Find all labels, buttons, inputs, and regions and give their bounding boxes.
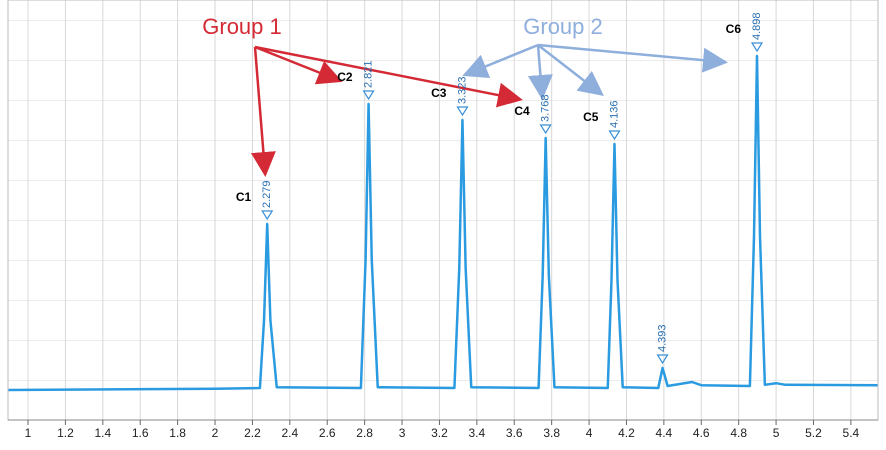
x-tick-label: 2.4 [281, 426, 298, 440]
peak-marker [261, 210, 274, 221]
arrow [250, 46, 276, 177]
peak-name: C1 [236, 190, 252, 204]
peak-marker [456, 106, 469, 117]
x-tick-label: 5 [773, 426, 780, 440]
group-2-label: Group 2 [523, 14, 603, 39]
annotations: Group 1 Group 2 [202, 14, 728, 177]
x-tick-label: 2 [212, 426, 219, 440]
retention-time: 3.323 [456, 76, 468, 104]
peak-name: C6 [726, 22, 742, 36]
retention-time: 2.821 [362, 60, 374, 88]
peak-marker [539, 124, 552, 135]
arrow [462, 43, 539, 79]
x-tick-label: 3.6 [506, 426, 523, 440]
plot-background [8, 0, 878, 420]
peak-name: C2 [337, 70, 353, 84]
peak-name: C5 [583, 110, 599, 124]
x-tick-label: 1.8 [169, 426, 186, 440]
x-tick-label: 3.2 [431, 426, 448, 440]
peak-marker [608, 130, 621, 141]
chromatogram-trace [7, 54, 879, 392]
arrow [537, 44, 604, 97]
trace-layer [7, 54, 879, 392]
retention-time: 4.898 [751, 12, 763, 40]
group-2-arrows [462, 43, 728, 100]
peak-name: C3 [431, 86, 447, 100]
arrow [254, 45, 343, 85]
x-tick-label: 1 [25, 426, 32, 440]
x-tick-label: 3 [399, 426, 406, 440]
x-tick-label: 4 [586, 426, 593, 440]
arrow [537, 43, 728, 73]
group-1-label: Group 1 [202, 14, 282, 39]
x-tick-label: 5.2 [805, 426, 822, 440]
grid [27, 0, 852, 420]
retention-time: 3.768 [540, 94, 552, 122]
x-tick-label: 3.8 [543, 426, 560, 440]
retention-time: 4.393 [656, 324, 668, 352]
x-tick-label: 4.6 [693, 426, 710, 440]
peak-marker [362, 90, 375, 101]
x-tick-label: 3.4 [469, 426, 486, 440]
x-tick-label: 2.8 [356, 426, 373, 440]
peak-marker [750, 42, 764, 53]
retention-time: 4.136 [608, 100, 620, 128]
x-tick-label: 1.4 [94, 426, 111, 440]
x-tick-label: 5.4 [843, 426, 860, 440]
arrow [527, 44, 553, 100]
x-tick-label: 4.8 [730, 426, 747, 440]
peak-name: C4 [514, 104, 530, 118]
retention-time: 2.279 [261, 180, 273, 208]
arrow [254, 45, 523, 108]
x-tick-label: 1.6 [132, 426, 149, 440]
x-tick-label: 4.2 [618, 426, 635, 440]
x-tick-label: 1.2 [57, 426, 74, 440]
x-tick-label: 4.4 [656, 426, 673, 440]
peak-marker [656, 354, 669, 365]
x-tick-label: 2.6 [319, 426, 336, 440]
x-tick-label: 2.2 [244, 426, 261, 440]
group-1-arrows [250, 45, 523, 177]
